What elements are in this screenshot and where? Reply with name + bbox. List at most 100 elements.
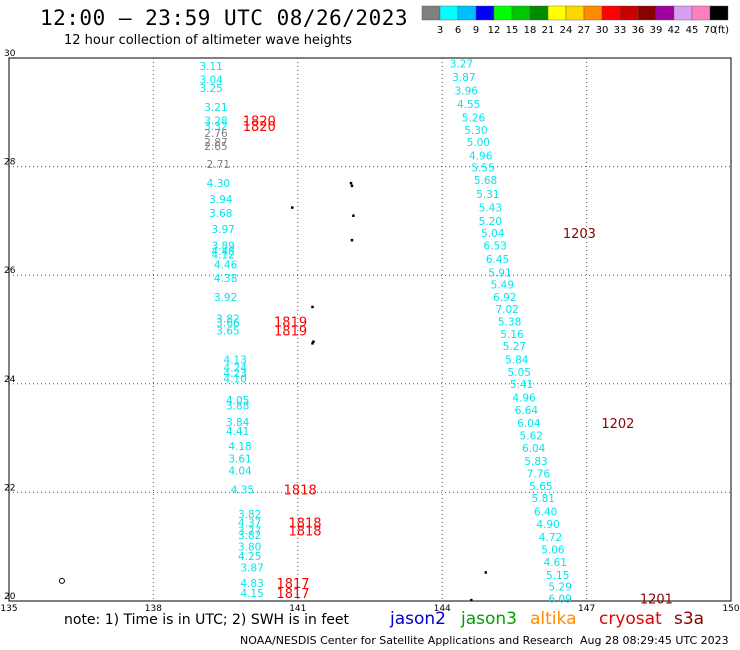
lat-tick-label: 20: [4, 592, 16, 602]
wave-height-value: 3.94: [209, 194, 233, 206]
colorbar-tick-label: 24: [560, 25, 573, 36]
wave-height-value: 5.68: [474, 175, 497, 187]
pass-time-label: 1819: [274, 325, 307, 340]
wave-height-value: 7.76: [527, 468, 551, 480]
wave-height-value: 4.12: [211, 250, 234, 262]
wave-height-value: 4.30: [207, 178, 230, 190]
wave-height-value: 3.66: [216, 317, 240, 329]
island-mark: [350, 238, 354, 242]
wave-height-value: 5.43: [479, 202, 502, 214]
mission-legend-s3a: s3a: [674, 609, 705, 629]
wave-height-value: 3.27: [450, 58, 473, 70]
pass-time-label: 1820: [243, 114, 276, 129]
wave-height-value: 2.65: [204, 141, 227, 153]
wave-height-value: 4.41: [226, 426, 249, 438]
wave-height-value: 3.80: [238, 542, 261, 554]
wave-height-value: 5.06: [541, 544, 565, 556]
mission-legend-jason3: jason3: [461, 609, 517, 629]
wave-height-value: 5.38: [498, 316, 521, 328]
wave-height-value: 4.72: [539, 532, 562, 544]
lat-tick-label: 30: [4, 49, 16, 59]
wave-height-value: 4.25: [238, 551, 261, 563]
island-mark: [349, 181, 353, 185]
mission-legend-altika: altika: [530, 609, 577, 629]
pass-time-label: 1201: [640, 592, 673, 607]
wave-height-value: 4.05: [226, 395, 249, 407]
wave-height-value: 6.04: [522, 443, 546, 455]
wave-height-value: 6.53: [483, 240, 506, 252]
island-mark: [311, 342, 314, 345]
pass-time-label: 1817: [276, 587, 309, 602]
wave-height-value: 4.38: [214, 273, 237, 285]
pass-time-label: 1818: [288, 516, 321, 531]
mission-legend-cryosat: cryosat: [599, 609, 662, 629]
wave-height-value: 3.84: [226, 417, 250, 429]
pass-time-label: 1818: [284, 484, 317, 499]
pass-time-label: 1202: [601, 417, 634, 432]
wave-height-value: 3.87: [452, 72, 475, 84]
wave-height-value: 5.55: [471, 163, 494, 175]
page-subtitle: 12 hour collection of altimeter wave hei…: [64, 33, 352, 48]
colorbar-tick-label: 45: [686, 25, 699, 36]
wave-height-value: 5.27: [503, 341, 526, 353]
lon-tick-label: 150: [722, 604, 739, 614]
wave-height-value: 6.04: [517, 418, 541, 430]
wave-height-value: 4.35: [231, 485, 254, 497]
wave-height-value: 6.09: [548, 593, 571, 605]
lon-tick-label: 138: [145, 604, 162, 614]
wave-height-value: 5.16: [500, 329, 524, 341]
island-mark: [352, 214, 355, 217]
colorbar-unit: (ft): [714, 25, 729, 36]
footnote: note: 1) Time is in UTC; 2) SWH is in fe…: [64, 612, 350, 628]
lat-tick-label: 24: [4, 375, 16, 385]
wave-height-value: 4.13: [224, 354, 247, 366]
wave-height-value: 5.62: [520, 430, 543, 442]
colorbar-swatch: [709, 5, 729, 21]
wave-height-value: 3.97: [211, 224, 234, 236]
colorbar-tick-label: 70: [704, 25, 717, 36]
mission-legend-jason2: jason2: [390, 609, 446, 629]
wave-height-value: 3.96: [455, 86, 479, 98]
colorbar-tick-label: 18: [524, 25, 537, 36]
colorbar-tick-label: 3: [437, 25, 443, 36]
wave-height-value: 3.32: [204, 121, 227, 133]
lon-tick-label: 147: [578, 604, 595, 614]
credit-line: NOAA/NESDIS Center for Satellite Applica…: [240, 634, 574, 647]
wave-height-value: 2.87: [204, 137, 227, 149]
lat-tick-label: 28: [4, 158, 16, 168]
wave-height-value: 5.15: [546, 570, 569, 582]
wave-height-value: 4.83: [240, 578, 263, 590]
generated-timestamp: Aug 28 08:29:45 UTC 2023: [580, 634, 729, 647]
lat-tick-label: 22: [4, 483, 15, 493]
wave-height-value: 4.46: [214, 259, 238, 271]
wave-height-value: 5.41: [510, 379, 533, 391]
page-title: 12:00 – 23:59 UTC 08/26/2023: [40, 6, 409, 30]
location-marker: [58, 577, 65, 584]
wave-height-value: 3.65: [216, 326, 239, 338]
colorbar-tick-label: 6: [455, 25, 461, 36]
wave-height-value: 6.64: [515, 405, 539, 417]
colorbar-tick-label: 30: [596, 25, 609, 36]
wave-height-value: 3.68: [209, 208, 232, 220]
wave-height-value: 6.92: [493, 292, 516, 304]
island-mark: [291, 206, 294, 209]
wave-height-value: 5.81: [532, 493, 555, 505]
colorbar-tick-label: 27: [578, 25, 591, 36]
lat-tick-label: 26: [4, 266, 16, 276]
wave-height-value: 3.87: [240, 562, 263, 574]
lon-tick-label: 135: [0, 604, 17, 614]
wave-height-value: 5.29: [548, 581, 571, 593]
wave-height-value: 5.31: [476, 189, 499, 201]
wave-height-value: 5.30: [464, 125, 487, 137]
wave-height-value: 4.15: [240, 588, 263, 600]
lon-tick-label: 144: [434, 604, 451, 614]
wave-height-value: 5.20: [479, 216, 502, 228]
pass-time-label: 1820: [243, 120, 276, 135]
wave-height-value: 3.88: [226, 401, 249, 413]
wave-height-value: 3.61: [228, 454, 251, 466]
colorbar-tick-label: 42: [668, 25, 681, 36]
wave-height-value: 3.21: [204, 102, 227, 114]
wave-height-value: 4.90: [536, 519, 559, 531]
island-mark: [312, 340, 315, 343]
